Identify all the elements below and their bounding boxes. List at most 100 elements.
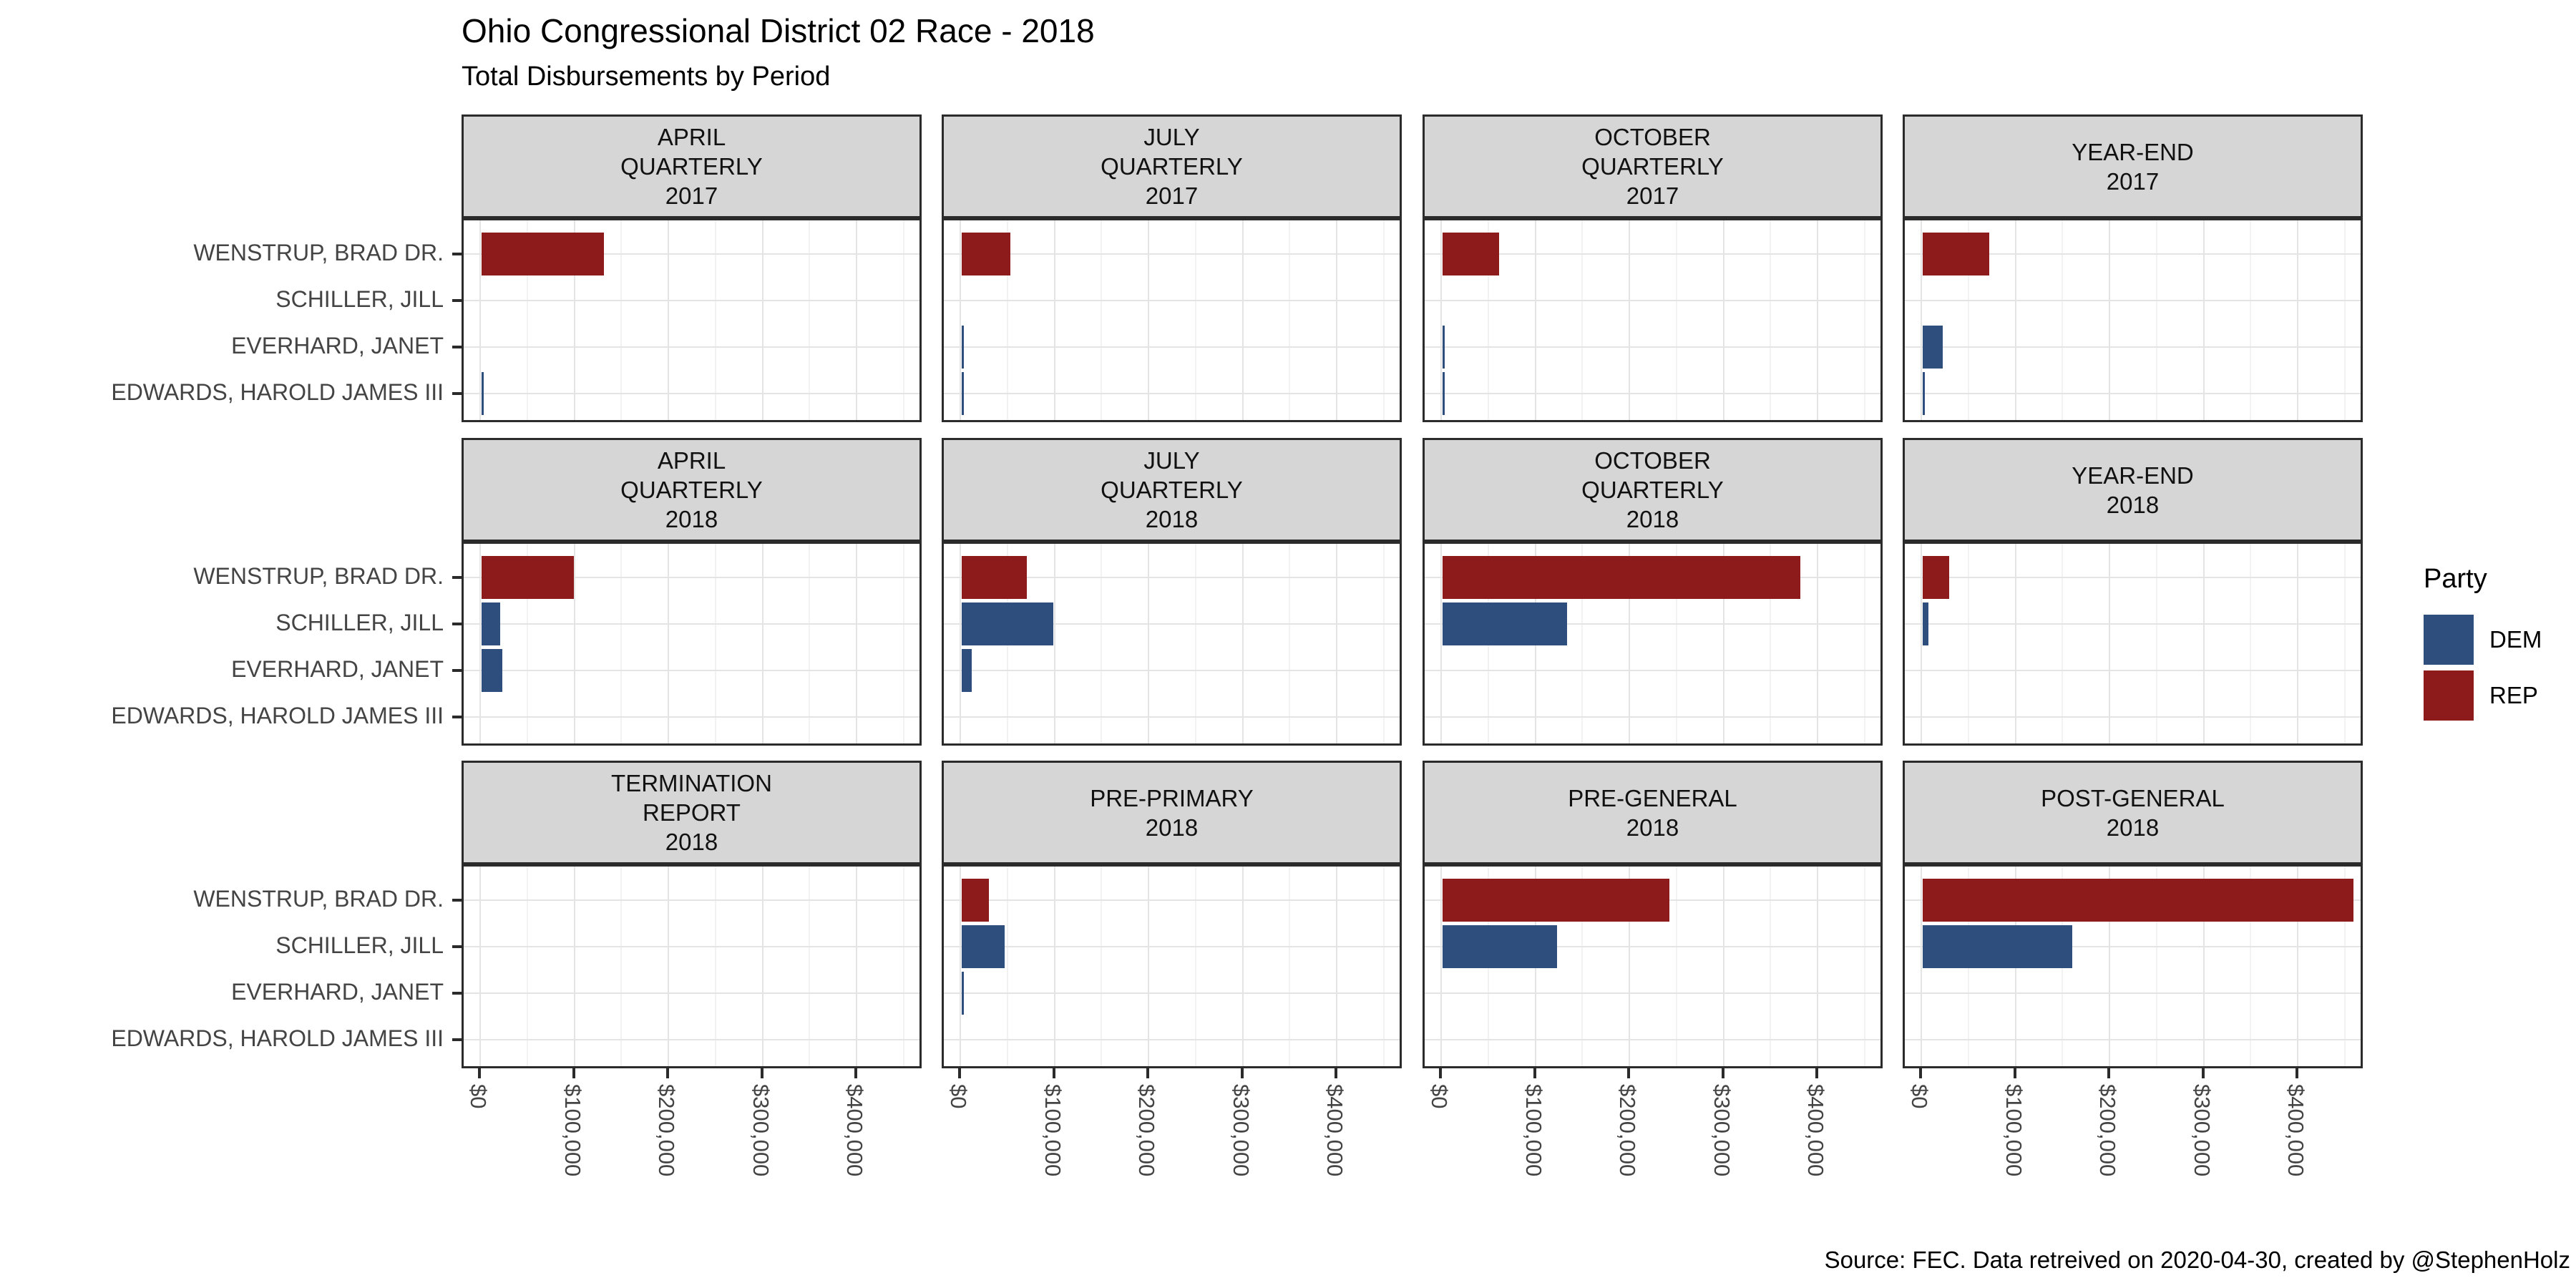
gridline-vertical bbox=[856, 867, 857, 1066]
y-axis-label: SCHILLER, JILL bbox=[275, 610, 444, 635]
gridline-vertical bbox=[668, 544, 669, 743]
gridline-vertical bbox=[856, 220, 857, 420]
gridline-horizontal bbox=[1905, 946, 2361, 947]
bar-rep bbox=[1443, 879, 1669, 922]
gridline-vertical bbox=[1675, 220, 1677, 420]
gridline-horizontal bbox=[944, 946, 1400, 947]
gridline-vertical bbox=[668, 867, 669, 1066]
bar-dem bbox=[482, 649, 502, 692]
bar-rep bbox=[1923, 879, 2354, 922]
bar-dem bbox=[1443, 372, 1445, 415]
gridline-horizontal bbox=[464, 670, 919, 671]
gridline-vertical bbox=[1101, 867, 1103, 1066]
facet-strip: PRE-PRIMARY 2018 bbox=[942, 761, 1402, 864]
legend-item-dem: DEM bbox=[2424, 615, 2542, 665]
gridline-horizontal bbox=[464, 300, 919, 301]
facet-strip-label-line: JULY bbox=[1143, 447, 1200, 474]
gridline-vertical bbox=[1770, 867, 1772, 1066]
gridline-vertical bbox=[1770, 220, 1772, 420]
x-axis-tick-label: $0 bbox=[1907, 1084, 1932, 1109]
gridline-vertical bbox=[1241, 867, 1244, 1066]
gridline-vertical bbox=[902, 544, 904, 743]
facet-strip: POST-GENERAL 2018 bbox=[1903, 761, 2363, 864]
bar-dem bbox=[1443, 326, 1445, 369]
gridline-vertical bbox=[573, 544, 575, 743]
gridline-horizontal bbox=[944, 716, 1400, 718]
facet-strip-label-line: PRE-GENERAL bbox=[1568, 784, 1737, 811]
gridline-vertical bbox=[2109, 544, 2110, 743]
facet-strip-label-line: 2017 bbox=[1626, 182, 1679, 209]
gridline-vertical bbox=[1241, 220, 1244, 420]
facet-strip-label-line: 2018 bbox=[2106, 491, 2160, 518]
gridline-vertical bbox=[1053, 544, 1055, 743]
gridline-horizontal bbox=[464, 1039, 919, 1040]
gridline-horizontal bbox=[464, 253, 919, 255]
gridline-vertical bbox=[809, 220, 811, 420]
facet-strip-label-line: 2018 bbox=[665, 829, 718, 855]
gridline-vertical bbox=[1336, 867, 1337, 1066]
gridline-vertical bbox=[902, 867, 904, 1066]
facet-strip-label-line: QUARTERLY bbox=[620, 477, 763, 503]
facet-strip-label-line: APRIL bbox=[657, 447, 726, 474]
facet-strip-label-line: REPORT bbox=[643, 799, 741, 826]
gridline-vertical bbox=[1863, 220, 1865, 420]
gridline-vertical bbox=[2250, 867, 2252, 1066]
y-axis-tick bbox=[452, 299, 462, 302]
gridline-vertical bbox=[1241, 544, 1244, 743]
gridline-vertical bbox=[620, 867, 623, 1066]
x-axis-tick bbox=[1240, 1068, 1244, 1078]
bar-rep bbox=[482, 233, 604, 275]
bar-dem bbox=[1923, 326, 1943, 369]
gridline-horizontal bbox=[944, 899, 1400, 901]
gridline-vertical bbox=[2202, 220, 2205, 420]
gridline-vertical bbox=[2109, 867, 2110, 1066]
x-axis-tick-label: $100,000 bbox=[560, 1084, 585, 1177]
gridline-horizontal bbox=[1905, 670, 2361, 671]
facet-panel bbox=[942, 542, 1402, 746]
facet-strip-label-line: 2018 bbox=[1145, 506, 1199, 532]
gridline-horizontal bbox=[1905, 992, 2361, 994]
y-axis-tick bbox=[452, 716, 462, 718]
bar-rep bbox=[482, 556, 574, 599]
bar-dem bbox=[1923, 372, 1925, 415]
gridline-vertical bbox=[1148, 544, 1149, 743]
facet-strip: PRE-GENERAL 2018 bbox=[1423, 761, 1883, 864]
gridline-vertical bbox=[1382, 544, 1385, 743]
gridline-vertical bbox=[809, 544, 811, 743]
x-axis-tick-label: $100,000 bbox=[1521, 1084, 1546, 1177]
gridline-horizontal bbox=[464, 623, 919, 625]
gridline-vertical bbox=[2297, 867, 2298, 1066]
x-axis-tick-label: $0 bbox=[466, 1084, 491, 1109]
gridline-horizontal bbox=[464, 577, 919, 578]
x-axis-tick bbox=[666, 1068, 669, 1078]
x-axis-tick-label: $200,000 bbox=[654, 1084, 679, 1177]
x-axis-tick-label: $100,000 bbox=[1040, 1084, 1065, 1177]
bar-dem bbox=[962, 602, 1053, 645]
x-axis-tick-label: $300,000 bbox=[748, 1084, 774, 1177]
gridline-vertical bbox=[1863, 867, 1865, 1066]
bar-dem bbox=[962, 326, 964, 369]
facet-strip: APRIL QUARTERLY 2018 bbox=[462, 438, 922, 542]
facet-strip-label-line: QUARTERLY bbox=[1101, 153, 1243, 180]
gridline-vertical bbox=[1440, 544, 1442, 743]
x-axis-tick bbox=[1533, 1068, 1536, 1078]
y-axis-label: SCHILLER, JILL bbox=[275, 286, 444, 312]
gridline-horizontal bbox=[944, 346, 1400, 348]
x-axis-tick bbox=[958, 1068, 961, 1078]
x-axis-tick-label: $200,000 bbox=[2095, 1084, 2120, 1177]
gridline-vertical bbox=[856, 544, 857, 743]
y-axis-tick bbox=[452, 346, 462, 348]
legend-label-dem: DEM bbox=[2489, 626, 2542, 653]
facet-strip: OCTOBER QUARTERLY 2017 bbox=[1423, 114, 1883, 218]
facet-strip-label-line: 2017 bbox=[1145, 182, 1199, 209]
x-axis-tick bbox=[1627, 1068, 1630, 1078]
gridline-vertical bbox=[526, 220, 528, 420]
x-axis-tick bbox=[478, 1068, 481, 1078]
gridline-horizontal bbox=[1905, 1039, 2361, 1040]
gridline-vertical bbox=[620, 220, 623, 420]
gridline-vertical bbox=[1053, 867, 1055, 1066]
gridline-vertical bbox=[1289, 867, 1291, 1066]
gridline-vertical bbox=[1006, 867, 1008, 1066]
gridline-horizontal bbox=[464, 716, 919, 718]
gridline-vertical bbox=[761, 544, 763, 743]
